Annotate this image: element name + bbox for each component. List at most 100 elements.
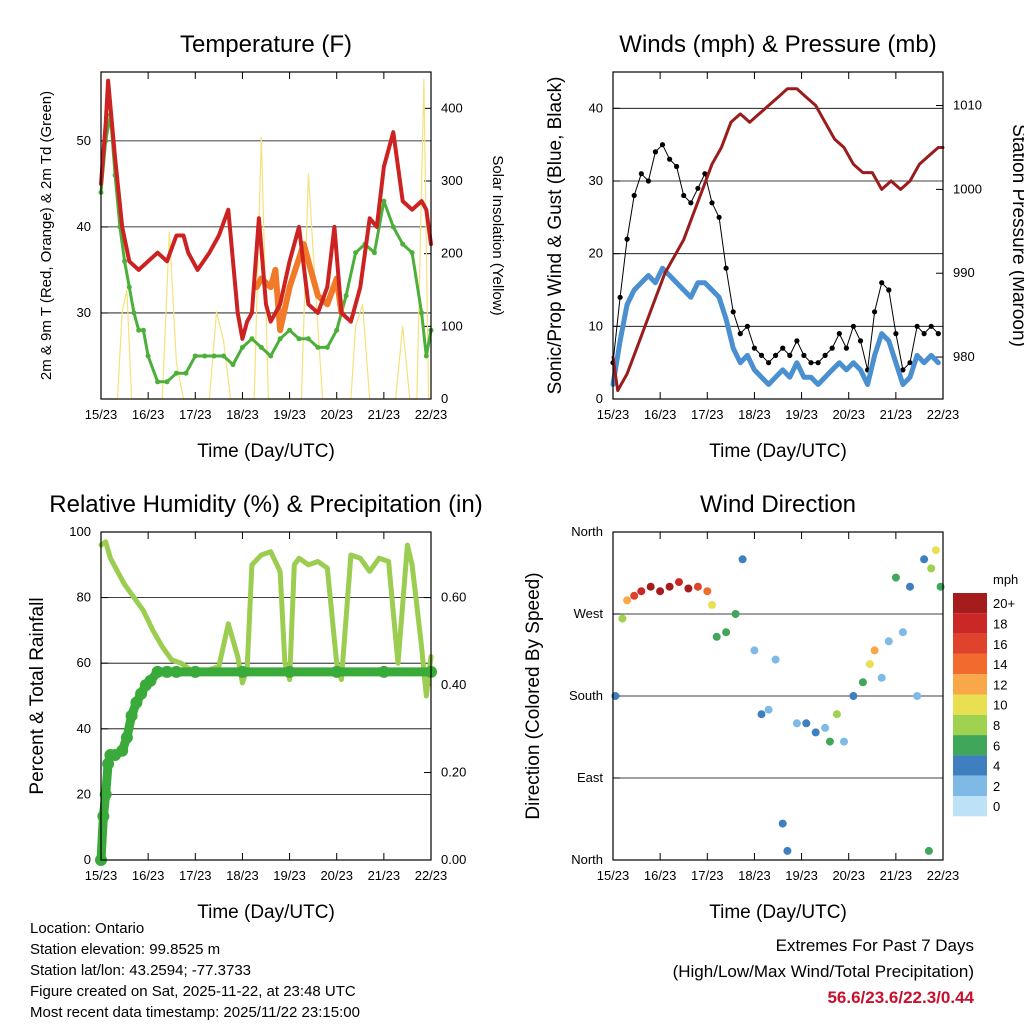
y-tick-label: 40	[77, 219, 91, 234]
y-tick-label: 50	[77, 133, 91, 148]
legend-swatch	[953, 593, 987, 614]
x-tick-label: 18/23	[226, 407, 259, 422]
gust-point	[907, 360, 913, 366]
direction-point	[924, 846, 933, 855]
x-axis-label: Time (Day/UTC)	[709, 441, 847, 462]
dewpoint-point	[343, 293, 349, 299]
direction-point	[821, 723, 830, 732]
gust-point	[709, 200, 715, 206]
dewpoint-point	[315, 344, 321, 350]
gust-point	[695, 185, 701, 191]
direction-point	[757, 710, 766, 719]
dewpoint-point	[249, 336, 255, 342]
legend-label: 10	[993, 698, 1007, 713]
gust-point	[659, 142, 666, 148]
legend-swatch	[953, 775, 987, 796]
x-tick-label: 15/23	[85, 407, 118, 422]
x-axis-label: Time (Day/UTC)	[197, 902, 335, 923]
y-tick-label: 20	[77, 786, 91, 801]
chart-title: Wind Direction	[700, 491, 856, 518]
legend-swatch	[953, 674, 987, 695]
created-text: Figure created on Sat, 2025-11-22, at 23…	[30, 983, 356, 1000]
gust-point	[808, 360, 814, 366]
legend-swatch	[953, 796, 987, 817]
x-tick-label: 15/23	[85, 868, 118, 883]
y-axis-label: Sonic/Prop Wind & Gust (Blue, Black)	[545, 77, 566, 395]
direction-point	[712, 632, 721, 641]
legend-swatch	[953, 613, 987, 634]
gust-point	[631, 192, 637, 199]
direction-point	[931, 546, 940, 555]
direction-point	[802, 719, 811, 728]
direction-point	[764, 705, 773, 714]
gust-point	[645, 178, 652, 184]
y-tick-label: 30	[589, 173, 603, 188]
gust-point	[730, 309, 736, 315]
gust-point	[872, 309, 878, 315]
precipitation-point	[125, 709, 138, 722]
direction-point	[792, 719, 801, 728]
x-tick-label: 19/23	[785, 407, 818, 422]
precipitation-point	[236, 665, 249, 678]
elevation-text: Station elevation: 99.8525 m	[30, 941, 221, 958]
direction-point	[913, 692, 922, 700]
y-tick-label: 60	[77, 655, 91, 670]
x-axis-label: Time (Day/UTC)	[197, 441, 335, 462]
x-tick-label: 21/23	[880, 868, 913, 883]
precipitation-point	[161, 665, 173, 678]
direction-point	[623, 596, 632, 605]
y-tick-label: South	[569, 688, 603, 703]
direction-point	[731, 610, 740, 618]
direction-point	[630, 591, 639, 600]
extremes-heading: Extremes For Past 7 Days	[775, 936, 974, 955]
y-tick-label: 40	[589, 100, 603, 115]
y-tick-label: North	[571, 524, 603, 539]
y-right-tick-label: 0	[441, 391, 448, 406]
chart-title: Temperature (F)	[180, 31, 352, 58]
y-right-tick-label: 1010	[953, 98, 982, 113]
x-tick-label: 22/23	[927, 868, 960, 883]
dewpoint-point	[400, 241, 406, 247]
panel-2: Winds (mph) & Pressure (mb) 0 10 20 30 40 980 9…	[545, 31, 1024, 462]
x-tick-label: 17/23	[179, 868, 212, 883]
direction-point	[750, 646, 759, 655]
gust-point	[935, 331, 941, 337]
dewpoint-point	[140, 327, 146, 333]
gust-point	[928, 323, 934, 329]
gust-point	[667, 156, 673, 162]
legend-label: 0	[993, 799, 1000, 814]
y-tick-label: West	[574, 606, 604, 621]
legend-label: 14	[993, 657, 1007, 672]
direction-point	[849, 692, 858, 700]
x-tick-label: 21/23	[368, 868, 401, 883]
direction-point	[927, 564, 936, 573]
gust-point	[815, 360, 821, 366]
legend-label: 20+	[993, 596, 1015, 611]
direction-point	[618, 614, 627, 623]
direction-point	[656, 587, 665, 596]
gust-point	[773, 352, 779, 358]
y-right-tick-label: 300	[441, 173, 463, 188]
x-tick-label: 22/23	[927, 407, 960, 422]
y-tick-label: 0	[596, 391, 603, 406]
direction-point	[708, 600, 716, 609]
gust-point	[702, 171, 708, 177]
dewpoint-point	[334, 327, 340, 333]
x-axis-label: Time (Day/UTC)	[709, 902, 847, 923]
gust-point	[652, 149, 659, 155]
precipitation-point	[97, 810, 110, 823]
direction-point	[898, 628, 907, 637]
x-tick-label: 20/23	[320, 868, 353, 883]
gust-point	[829, 345, 835, 351]
y-right-tick-label: 980	[953, 349, 975, 364]
x-tick-label: 20/23	[832, 868, 865, 883]
gust-point	[737, 331, 743, 337]
dewpoint-point	[239, 344, 245, 350]
direction-point	[722, 628, 731, 637]
gust-point	[921, 331, 927, 337]
legend-swatch	[953, 735, 987, 756]
y-tick-label: 30	[77, 305, 91, 320]
direction-point	[646, 582, 655, 591]
y-tick-label: 10	[589, 318, 603, 333]
y-tick-label: 80	[77, 590, 91, 605]
